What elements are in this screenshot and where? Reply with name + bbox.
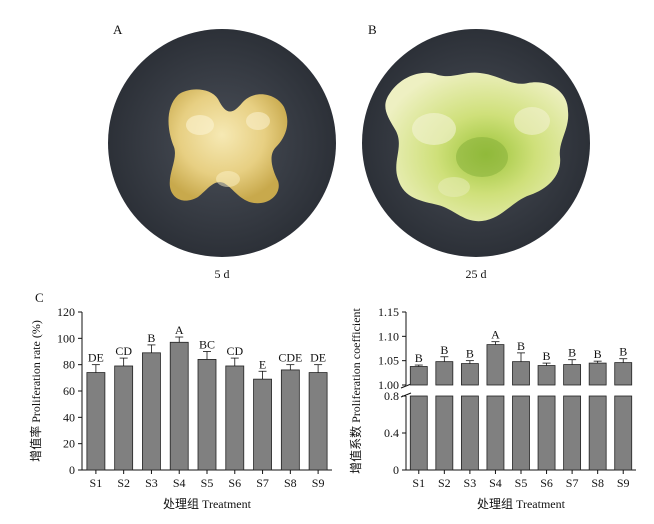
y-tick-label: 1.10: [378, 329, 399, 343]
x-tick-label: S7: [256, 476, 269, 490]
bar-upper-s4: [486, 344, 505, 386]
callus-photo-25d: [362, 29, 590, 257]
bar-upper-s7: [563, 364, 582, 386]
bar-lower-s1: [409, 395, 428, 471]
x-tick-label: S1: [412, 476, 425, 490]
y-tick-label: 120: [57, 305, 75, 319]
y-axis-label: 增值率 Proliferation rate (%): [28, 320, 43, 462]
bar-lower-s2: [435, 395, 454, 471]
x-axis-label: 处理组 Treatment: [163, 497, 252, 511]
significance-letter: DE: [88, 351, 104, 365]
significance-letter: B: [543, 349, 551, 363]
bar-upper-s9: [614, 362, 633, 386]
significance-letter: CD: [226, 344, 243, 358]
axis-break-mark: [400, 383, 412, 389]
significance-letter: B: [415, 351, 423, 365]
bar-upper-s6: [537, 365, 556, 386]
x-tick-label: S5: [201, 476, 214, 490]
bar-s9: [308, 372, 328, 471]
panel-label-b: B: [368, 22, 377, 37]
x-tick-label: S4: [489, 476, 502, 490]
bar-lower-s9: [614, 395, 633, 471]
y-axis-label: 增值系数 Proliferation coefficient: [348, 307, 363, 473]
y-tick-label: 0: [393, 463, 399, 477]
panel-label-a: A: [113, 22, 123, 37]
y-tick-label: 20: [63, 437, 75, 451]
x-tick-label: S6: [540, 476, 553, 490]
bar-s4: [169, 341, 189, 471]
y-tick-label: 0: [69, 463, 75, 477]
bar-s2: [114, 365, 134, 471]
bar-lower-s8: [588, 395, 607, 471]
significance-letter: B: [594, 347, 602, 361]
significance-letter: B: [568, 346, 576, 360]
y-tick-label: 60: [63, 384, 75, 398]
bar-upper-s8: [588, 362, 607, 386]
significance-letter: DE: [310, 351, 326, 365]
y-tick-label: 40: [63, 410, 75, 424]
y-tick-label: 100: [57, 331, 75, 345]
caption-25d: 25 d: [465, 267, 487, 281]
x-tick-label: S3: [464, 476, 477, 490]
bar-s5: [197, 359, 217, 471]
bar-lower-s7: [563, 395, 582, 471]
bar-s1: [86, 372, 106, 471]
x-tick-label: S3: [145, 476, 158, 490]
bar-upper-s2: [435, 361, 454, 386]
y-tick-label: 0.8: [384, 389, 399, 403]
significance-letter: B: [517, 339, 525, 353]
significance-letter: B: [619, 345, 627, 359]
x-tick-label: S8: [284, 476, 297, 490]
bar-s3: [142, 352, 161, 471]
proliferation-rate-chart: 0 20 40 60 80 100 120 DE S1 CD S2 B S3 A S4 BC S5 CD S6 E S7…: [28, 305, 332, 511]
panel-label-c: C: [35, 290, 44, 305]
x-tick-label: S9: [312, 476, 325, 490]
bar-s6: [225, 365, 245, 471]
significance-letter: E: [259, 357, 266, 371]
x-tick-label: S5: [515, 476, 528, 490]
proliferation-coefficient-chart: 1.00 1.05 1.10 1.15 0 0.4 0.8 B S1 B S2 B S3 A S4 B S5 B S…: [348, 305, 636, 511]
bar-s7: [253, 378, 272, 471]
bar-upper-s5: [512, 361, 530, 386]
significance-letter: B: [466, 347, 474, 361]
y-tick-label: 1.00: [378, 378, 399, 392]
bar-s8: [280, 369, 300, 471]
bar-lower-s6: [537, 395, 556, 471]
significance-letter: A: [491, 328, 500, 342]
significance-letter: CDE: [278, 351, 302, 365]
significance-letter: A: [175, 323, 184, 337]
y-tick-label: 1.15: [378, 305, 399, 319]
y-tick-label: 1.05: [378, 354, 399, 368]
bar-lower-s5: [512, 395, 530, 471]
significance-letter: B: [440, 343, 448, 357]
caption-5d: 5 d: [214, 267, 230, 281]
bar-upper-s3: [460, 363, 479, 386]
x-tick-label: S7: [566, 476, 579, 490]
x-axis-label: 处理组 Treatment: [477, 497, 566, 511]
x-tick-label: S9: [617, 476, 630, 490]
x-tick-label: S8: [591, 476, 604, 490]
y-tick-label: 0.4: [384, 426, 399, 440]
x-tick-label: S4: [173, 476, 186, 490]
bar-upper-s1: [409, 366, 428, 386]
x-tick-label: S6: [228, 476, 241, 490]
callus-photo-5d: [108, 29, 336, 257]
x-tick-label: S2: [117, 476, 130, 490]
significance-letter: B: [147, 331, 155, 345]
y-tick-label: 80: [63, 358, 75, 372]
significance-letter: CD: [115, 344, 132, 358]
bar-lower-s3: [460, 395, 479, 471]
x-tick-label: S2: [438, 476, 451, 490]
bar-lower-s4: [486, 395, 505, 471]
significance-letter: BC: [199, 338, 215, 352]
x-tick-label: S1: [90, 476, 103, 490]
